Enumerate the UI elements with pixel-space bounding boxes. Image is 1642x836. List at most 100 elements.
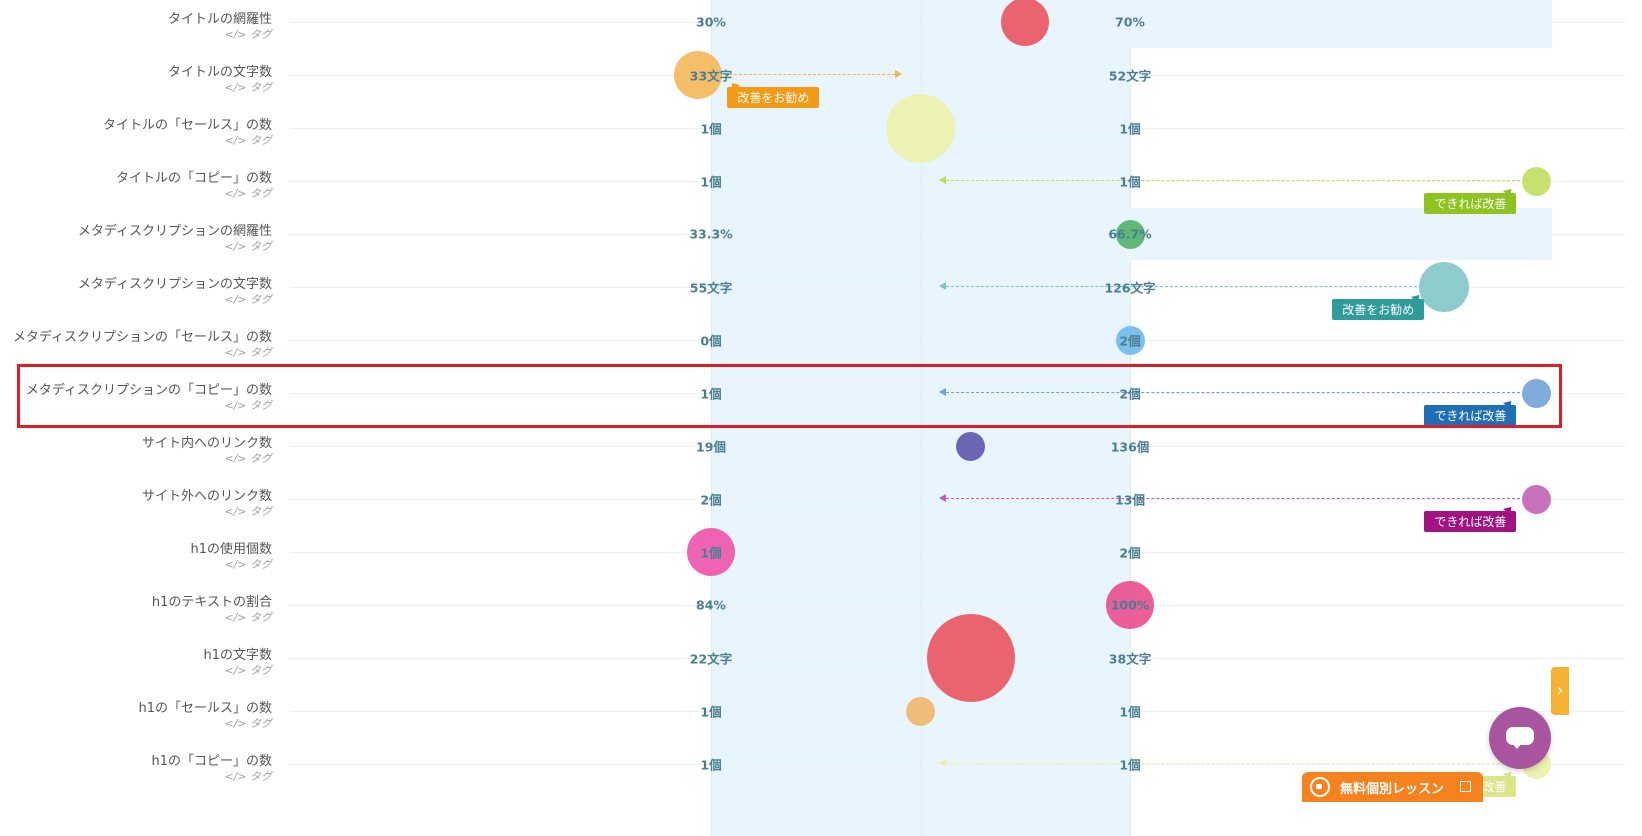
row-divider (290, 393, 1626, 394)
badge-pointer (1503, 503, 1516, 516)
low-threshold-value: 30% (696, 14, 726, 30)
recommendation-badge: できれば改善 (1424, 185, 1517, 214)
current-value-bubble (926, 614, 1015, 702)
recommendation-badge: できれば改善 (1424, 503, 1517, 532)
metric-name: タイトルの「コピー」の数 (115, 171, 272, 186)
current-value-bubble (1001, 0, 1050, 46)
metric-name: サイト内へのリンク数 (141, 436, 272, 451)
chat-bubble-icon (1506, 727, 1534, 745)
high-threshold-value: 13個 (1115, 492, 1145, 508)
tag-label: </> タグ (224, 240, 272, 253)
row-divider (290, 181, 1626, 182)
high-threshold-value: 136個 (1110, 439, 1150, 455)
row-label: h1のテキストの割合 </> タグ (0, 595, 272, 625)
row-label: メタディスクリプションの「コピー」の数 </> タグ (0, 383, 272, 413)
low-threshold-value: 1個 (700, 704, 722, 720)
current-value-bubble (886, 93, 955, 163)
arrow-head (939, 282, 947, 290)
tag-label: </> タグ (224, 81, 272, 94)
high-threshold-value: 2個 (1119, 545, 1141, 561)
recommendation-arrow (939, 176, 1520, 184)
row-label: サイト外へのリンク数 </> タグ (0, 489, 272, 519)
tag-label: </> タグ (224, 611, 272, 624)
metric-name: h1の文字数 (203, 648, 272, 663)
metric-name: h1の「セールス」の数 (138, 701, 272, 716)
row-divider (290, 75, 1626, 76)
high-threshold-value: 66.7% (1108, 226, 1152, 242)
video-camera-icon (1310, 777, 1330, 797)
row-divider (290, 287, 1626, 288)
row-divider (290, 764, 1626, 765)
recommendation-arrow (939, 494, 1520, 502)
recommendation-badge: 改善をお勧め (727, 79, 820, 108)
row-label: サイト内へのリンク数 </> タグ (0, 436, 272, 466)
chat-button[interactable] (1489, 707, 1551, 769)
row-divider (290, 22, 1626, 23)
metric-name: サイト外へのリンク数 (141, 489, 272, 504)
high-threshold-value: 2個 (1119, 333, 1141, 349)
metric-name: h1のテキストの割合 (151, 595, 272, 610)
row-label: タイトルの網羅性 </> タグ (0, 12, 272, 42)
row-label: h1の「コピー」の数 </> タグ (0, 754, 272, 784)
high-threshold-value: 2個 (1119, 386, 1141, 402)
row-label: タイトルの「コピー」の数 </> タグ (0, 171, 272, 201)
tag-label: </> タグ (224, 346, 272, 359)
row-label: h1の文字数 </> タグ (0, 648, 272, 678)
gridline-high (1130, 0, 1131, 836)
side-tab-chevron-right-icon[interactable]: › (1551, 667, 1569, 715)
row-divider (290, 128, 1626, 129)
row-divider (290, 234, 1626, 235)
row-label: メタディスクリプションの文字数 </> タグ (0, 277, 272, 307)
row-label: メタディスクリプションの「セールス」の数 </> タグ (0, 330, 272, 360)
low-threshold-value: 2個 (700, 492, 722, 508)
high-threshold-value: 1個 (1119, 757, 1141, 773)
row-label: h1の「セールス」の数 </> タグ (0, 701, 272, 731)
low-threshold-value: 1個 (700, 757, 722, 773)
low-threshold-value: 22文字 (689, 651, 733, 667)
high-threshold-value: 38文字 (1108, 651, 1152, 667)
gridline-low (711, 0, 712, 836)
gridline-mid (920, 0, 922, 836)
tag-label: </> タグ (224, 558, 272, 571)
arrow-head (939, 388, 947, 396)
current-value-bubble (956, 431, 986, 461)
current-value-bubble (1115, 325, 1145, 355)
metric-name: タイトルの網羅性 (167, 12, 272, 27)
tag-label: </> タグ (224, 770, 272, 783)
current-value-bubble (1106, 581, 1154, 629)
low-threshold-value: 1個 (700, 121, 722, 137)
high-threshold-value: 126文字 (1104, 280, 1156, 296)
arrow-head (894, 70, 902, 78)
low-threshold-value: 55文字 (689, 280, 733, 296)
tag-label: </> タグ (224, 717, 272, 730)
free-lesson-button[interactable]: 無料個別レッスン (1302, 772, 1483, 802)
current-value-bubble (1521, 378, 1551, 408)
high-threshold-value: 1個 (1119, 174, 1141, 190)
low-threshold-value: 33文字 (689, 68, 733, 84)
recommendation-arrow (939, 759, 1520, 767)
row-label: タイトルの「セールス」の数 </> タグ (0, 118, 272, 148)
tag-label: </> タグ (224, 452, 272, 465)
row-divider (290, 552, 1626, 553)
high-threshold-value: 100% (1110, 597, 1150, 613)
high-threshold-value: 1個 (1119, 121, 1141, 137)
high-threshold-value: 70% (1115, 14, 1145, 30)
tag-label: </> タグ (224, 664, 272, 677)
low-threshold-value: 19個 (696, 439, 726, 455)
row-divider (290, 711, 1626, 712)
low-threshold-value: 84% (696, 597, 726, 613)
current-value-bubble (687, 528, 735, 576)
tag-label: </> タグ (224, 399, 272, 412)
metric-name: h1の「コピー」の数 (151, 754, 272, 769)
row-divider (290, 499, 1626, 500)
badge-pointer (1503, 768, 1516, 781)
low-threshold-value: 1個 (700, 386, 722, 402)
current-value-bubble (906, 696, 935, 726)
row-label: メタディスクリプションの網羅性 </> タグ (0, 224, 272, 254)
row-divider (290, 340, 1626, 341)
high-threshold-value: 52文字 (1108, 68, 1152, 84)
low-threshold-value: 0個 (700, 333, 722, 349)
recommendation-arrow (939, 388, 1520, 396)
arrow-head (939, 176, 947, 184)
row-range-band-extension (1130, 0, 1552, 48)
